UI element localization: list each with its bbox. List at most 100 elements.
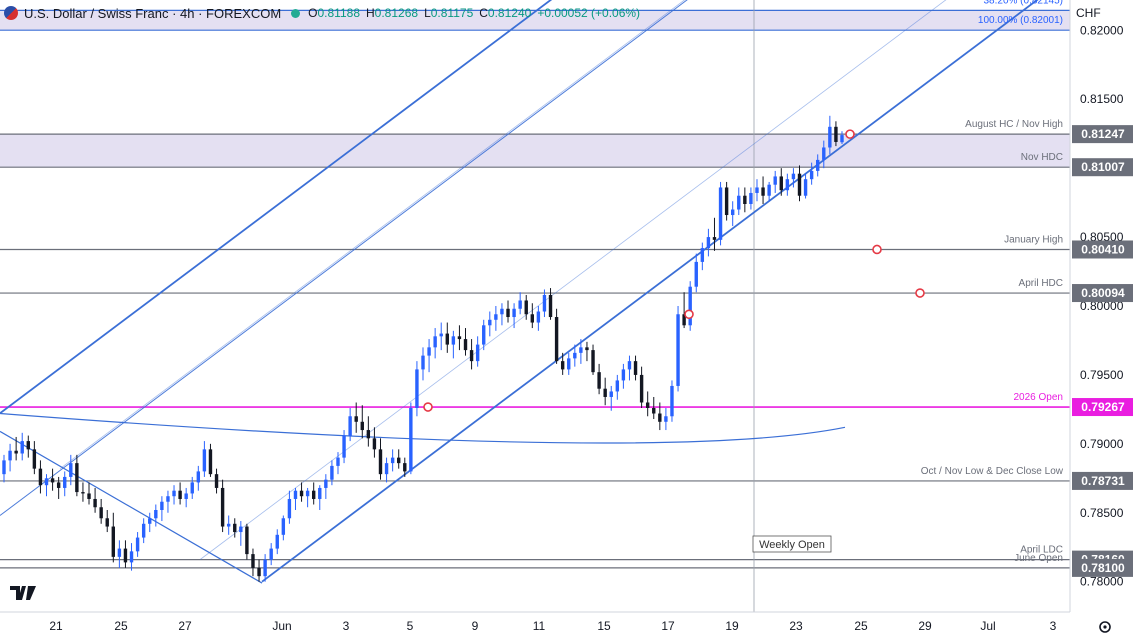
price-tick-label: 0.82000: [1080, 23, 1124, 37]
candle-body: [791, 173, 796, 180]
candle: [658, 402, 662, 431]
candle: [773, 170, 777, 193]
candle-body: [536, 311, 541, 323]
price-tag: [1072, 558, 1133, 577]
time-tick-label: 29: [918, 619, 932, 633]
candle: [220, 479, 225, 533]
candle: [469, 339, 474, 370]
candle: [567, 352, 571, 375]
candle-body: [621, 369, 626, 381]
candle: [166, 490, 170, 513]
candle: [828, 115, 832, 155]
candle-body: [822, 147, 826, 160]
price-tick-label: 0.80000: [1080, 299, 1124, 313]
candle-body: [38, 468, 43, 486]
time-tick-label: 25: [854, 619, 868, 633]
candle-body: [816, 159, 820, 171]
candle: [834, 121, 838, 147]
channel-median-line: [0, 0, 688, 516]
candle-body: [615, 380, 620, 392]
candle-body: [384, 463, 389, 475]
candle: [718, 181, 723, 246]
candle-body: [645, 402, 650, 408]
candle-body: [761, 187, 765, 196]
candle: [688, 281, 692, 331]
candle-body: [342, 435, 346, 458]
time-tick-label: 3: [343, 619, 350, 633]
candle-body: [712, 237, 717, 240]
channel-upper-line: [0, 0, 553, 414]
descending-trend-line: [0, 430, 263, 584]
candle-body: [463, 339, 468, 351]
candle-body: [767, 184, 771, 196]
candle: [816, 154, 820, 177]
candle: [803, 173, 808, 199]
candle-body: [603, 388, 607, 397]
candle-body: [75, 463, 79, 493]
candle: [81, 482, 85, 502]
candle: [500, 303, 504, 326]
channel-quarter-line: [59, 0, 686, 469]
candle-body: [688, 286, 692, 326]
candle: [348, 408, 352, 442]
resistance-zone: [0, 134, 1070, 168]
candle-body: [439, 333, 443, 337]
candle: [32, 441, 37, 475]
candle-body: [135, 537, 140, 552]
candle-body: [457, 336, 462, 340]
level-label: Oct / Nov Low & Dec Close Low: [921, 466, 1064, 477]
candle-body: [639, 374, 644, 403]
candle-body: [220, 487, 225, 527]
pivot-marker: [684, 309, 694, 320]
level-label: June Open: [1014, 553, 1063, 564]
price-tag-label: 0.80094: [1081, 286, 1125, 300]
candle: [214, 468, 219, 494]
candle: [409, 402, 413, 475]
candle: [585, 341, 589, 362]
candle-body: [299, 490, 304, 497]
time-tick-label: 9: [472, 619, 479, 633]
candle: [548, 288, 553, 320]
candle-body: [311, 490, 316, 499]
candle-body: [226, 523, 231, 527]
close-value: C0.81240: [479, 6, 532, 20]
candle: [38, 460, 43, 494]
candle-body: [658, 413, 662, 422]
pivot-marker: [845, 129, 855, 139]
candle: [403, 457, 407, 477]
candle-body: [214, 474, 219, 488]
candle-body: [524, 300, 528, 315]
change-value: +0.00052 (+0.06%): [537, 6, 641, 20]
candle: [93, 487, 97, 513]
candle-body: [148, 518, 152, 524]
candle-body: [427, 347, 431, 356]
candle-body: [743, 195, 747, 204]
candle: [63, 471, 67, 497]
symbol-title[interactable]: U.S. Dollar / Swiss Franc · 4h · FOREXCO…: [24, 5, 282, 21]
price-tag: [1072, 471, 1133, 490]
candle-body: [81, 492, 85, 494]
candle: [141, 518, 146, 544]
candle-body: [257, 567, 261, 577]
time-tick-label: 17: [661, 619, 675, 633]
candle: [730, 201, 735, 227]
tradingview-logo-icon: [10, 586, 36, 600]
candle-body: [32, 449, 37, 469]
price-tag: [1072, 125, 1133, 144]
currency-selector[interactable]: CHF: [1076, 6, 1101, 20]
candle: [372, 427, 377, 458]
candle-body: [652, 408, 656, 414]
price-tag-label: 0.78731: [1081, 474, 1125, 488]
candle-body: [251, 554, 255, 568]
price-tag: [1072, 240, 1133, 259]
candle: [591, 344, 595, 375]
candle: [536, 306, 541, 331]
candle: [190, 476, 194, 499]
candle: [75, 454, 79, 497]
candle: [682, 292, 686, 329]
price-tag-label: 0.80410: [1081, 242, 1125, 256]
candle: [111, 512, 116, 563]
candle: [524, 294, 528, 320]
